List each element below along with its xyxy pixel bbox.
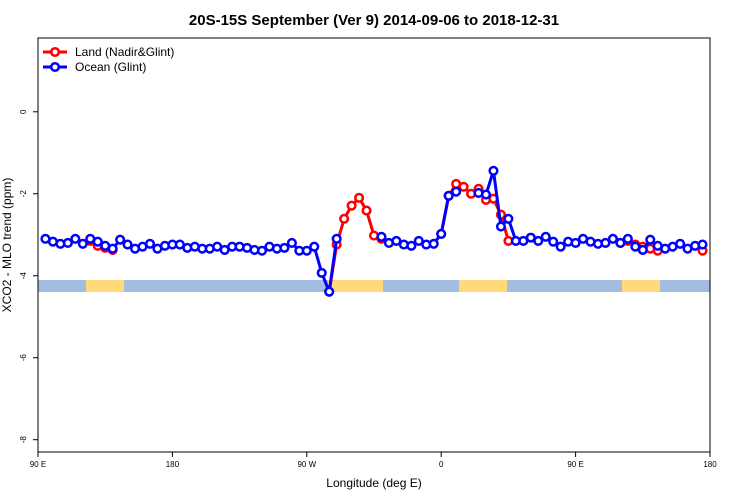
data-point bbox=[436, 228, 447, 239]
data-point bbox=[570, 237, 581, 249]
data-point bbox=[428, 238, 439, 249]
land-patch bbox=[86, 280, 124, 292]
plot-frame bbox=[37, 37, 711, 453]
land-patch bbox=[622, 280, 660, 292]
x-tick-label: 90 W bbox=[297, 460, 316, 469]
data-point bbox=[451, 186, 462, 197]
data-point bbox=[339, 213, 350, 224]
data-point bbox=[256, 245, 268, 256]
data-point bbox=[376, 231, 387, 242]
data-point bbox=[301, 245, 312, 256]
data-point bbox=[279, 242, 290, 253]
x-tick-label: 180 bbox=[166, 460, 180, 469]
data-point bbox=[316, 267, 327, 278]
data-point bbox=[697, 239, 708, 250]
data-point bbox=[324, 286, 335, 297]
data-point bbox=[77, 238, 88, 249]
data-point bbox=[533, 235, 544, 246]
data-point bbox=[548, 236, 559, 247]
data-point bbox=[675, 238, 686, 249]
data-point bbox=[503, 213, 514, 224]
x-tick-label: 90 E bbox=[30, 460, 46, 469]
data-point bbox=[555, 241, 566, 252]
legend-marker bbox=[49, 61, 61, 73]
data-point bbox=[115, 234, 126, 245]
x-tick-label: 0 bbox=[439, 460, 444, 469]
data-point bbox=[354, 192, 365, 203]
legend-marker bbox=[49, 46, 61, 58]
data-point bbox=[413, 235, 424, 246]
data-point bbox=[615, 237, 626, 249]
y-tick-label: -2 bbox=[19, 190, 28, 198]
land-patch bbox=[459, 280, 507, 292]
data-point bbox=[637, 244, 648, 255]
data-point bbox=[107, 243, 118, 254]
legend-label: Ocean (Glint) bbox=[75, 60, 146, 74]
data-point bbox=[540, 231, 551, 242]
x-tick-label: 180 bbox=[703, 460, 717, 469]
y-tick-label: -4 bbox=[19, 272, 28, 280]
data-point bbox=[62, 237, 73, 249]
data-point bbox=[346, 200, 357, 211]
data-point bbox=[286, 237, 297, 249]
y-tick-label: 0 bbox=[19, 109, 28, 114]
data-point bbox=[309, 241, 320, 252]
data-point bbox=[458, 181, 469, 192]
data-point bbox=[122, 239, 133, 250]
x-axis-label: Longitude (deg E) bbox=[326, 476, 421, 490]
legend-label: Land (Nadir&Glint) bbox=[75, 45, 174, 59]
land-patch bbox=[328, 280, 383, 292]
data-point bbox=[607, 233, 618, 244]
data-point bbox=[622, 233, 633, 244]
data-point bbox=[443, 190, 454, 201]
data-point bbox=[144, 238, 156, 249]
data-point bbox=[331, 233, 342, 244]
data-point bbox=[645, 234, 656, 245]
data-point bbox=[391, 235, 402, 246]
y-tick-label: -8 bbox=[19, 436, 28, 444]
data-point bbox=[488, 165, 499, 176]
data-point bbox=[600, 237, 611, 249]
surface-mask bbox=[38, 280, 710, 292]
y-axis-label: XCO2 - MLO trend (ppm) bbox=[0, 178, 14, 313]
y-tick-label: -6 bbox=[19, 354, 28, 362]
data-point bbox=[495, 221, 506, 232]
data-point bbox=[70, 233, 81, 244]
data-point bbox=[406, 240, 417, 251]
data-point bbox=[361, 205, 372, 216]
chart-title: 20S-15S September (Ver 9) 2014-09-06 to … bbox=[189, 12, 559, 29]
data-point bbox=[480, 189, 492, 200]
data-point bbox=[92, 236, 103, 247]
x-tick-label: 90 E bbox=[567, 460, 583, 469]
